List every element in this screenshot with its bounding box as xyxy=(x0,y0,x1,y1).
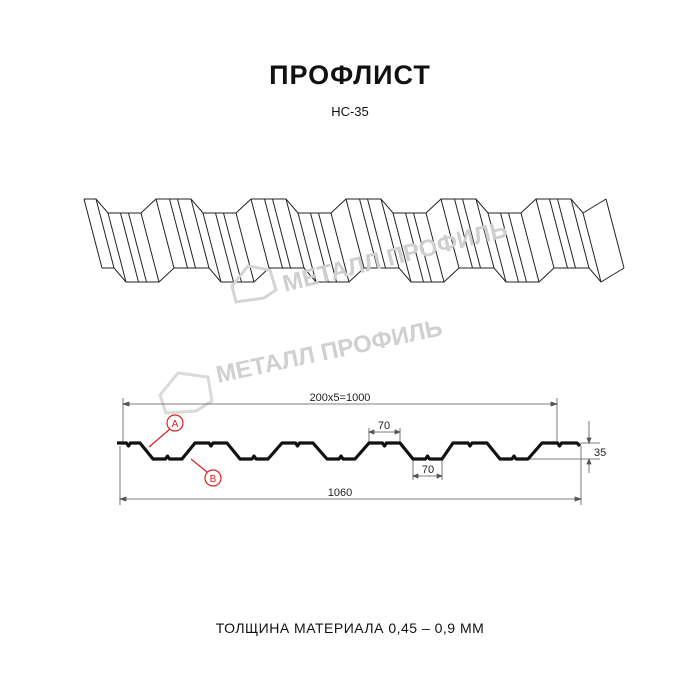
sheet-rib-line xyxy=(177,198,196,269)
page-title: ПРОФЛИСТ xyxy=(269,60,431,90)
watermark-logo-top xyxy=(230,264,278,304)
sheet-fold-line xyxy=(95,198,115,269)
sheet-fold-line xyxy=(297,212,317,283)
crest-width-dimension: 70 xyxy=(378,420,390,432)
sheet-fold-line xyxy=(83,198,103,269)
sheet-top-edge xyxy=(84,198,607,214)
sheet-rib-line xyxy=(318,212,337,283)
sheet-rib-line xyxy=(272,198,291,269)
sheet-fold-line xyxy=(392,212,412,283)
sheet-fold-line xyxy=(425,212,445,283)
sheet-rib-line xyxy=(462,198,481,269)
sheet-fold-line xyxy=(330,212,350,283)
sheet-fold-line xyxy=(190,198,210,269)
sheet-fold-line xyxy=(582,212,602,283)
sheet-rib-line xyxy=(169,198,188,269)
sheet-rib-line xyxy=(454,198,473,269)
sheet-fold-line xyxy=(520,212,540,283)
sheet-rib-line xyxy=(500,212,519,283)
sheet-fold-line xyxy=(202,212,222,283)
watermark-bottom: МЕТАЛЛ ПРОФИЛЬ xyxy=(214,315,445,389)
sheet-fold-line xyxy=(235,212,255,283)
trough-width-dimension: 70 xyxy=(422,464,434,476)
marker-a-label: A xyxy=(172,419,179,430)
watermark-logo-bottom xyxy=(158,371,214,415)
profile-section xyxy=(117,441,582,461)
sheet-rib-line xyxy=(120,212,139,283)
sheet-rib-line xyxy=(128,212,147,283)
sheet-rib-line xyxy=(264,198,283,269)
pitch-dimension: 200x5=1000 xyxy=(310,392,371,404)
marker-b xyxy=(190,458,222,487)
cross-section xyxy=(118,398,600,505)
sheet-rib-line xyxy=(508,212,527,283)
isometric-sheet xyxy=(83,198,625,283)
sheet-fold-line xyxy=(440,198,460,269)
sheet-fold-line xyxy=(285,198,305,269)
sheet-rib-line xyxy=(413,212,432,283)
sheet-rib-line xyxy=(549,198,568,269)
sheet-fold-line xyxy=(345,198,365,269)
sheet-rib-line xyxy=(310,212,329,283)
marker-a xyxy=(148,414,184,448)
sheet-fold-line xyxy=(250,198,270,269)
sheet-rib-line xyxy=(367,198,386,269)
sheet-rib-line xyxy=(405,212,424,283)
sheet-fold-line xyxy=(535,198,555,269)
sheet-fold-line xyxy=(605,198,625,269)
sheet-fold-line xyxy=(107,212,127,283)
model-label: НС-35 xyxy=(331,104,369,119)
sheet-fold-line xyxy=(380,198,400,269)
material-thickness: ТОЛЩИНА МАТЕРИАЛА 0,45 – 0,9 ММ xyxy=(215,620,485,636)
sheet-bottom-edge xyxy=(102,267,625,283)
sheet-fold-line xyxy=(155,198,175,269)
sheet-rib-line xyxy=(359,198,378,269)
total-width-dimension: 1060 xyxy=(328,487,352,499)
sheet-fold-line xyxy=(570,198,590,269)
sheet-rib-line xyxy=(223,212,242,283)
sheet-fold-line xyxy=(140,212,160,283)
sheet-rib-line xyxy=(215,212,234,283)
sheet-fold-line xyxy=(487,212,507,283)
sheet-rib-line xyxy=(557,198,576,269)
sheet-fold-line xyxy=(475,198,495,269)
marker-b-label: B xyxy=(210,474,217,485)
height-dimension: 35 xyxy=(594,447,606,459)
